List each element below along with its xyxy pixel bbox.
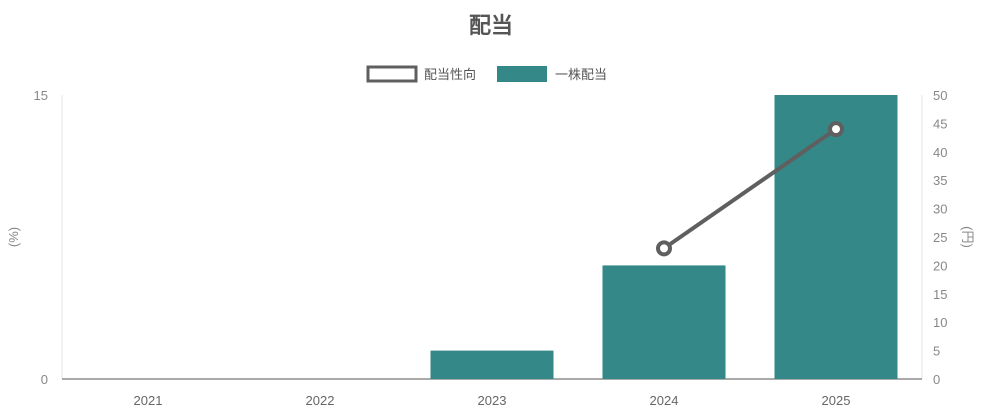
legend: 配当性向 一株配当	[366, 65, 607, 83]
y-right-tick-label: 50	[933, 88, 947, 103]
y-right-tick-label: 15	[933, 287, 947, 302]
x-tick-label: 2023	[478, 393, 507, 408]
legend-swatch-line	[366, 65, 418, 83]
y-right-tick-label: 45	[933, 116, 947, 131]
y-right-tick-label: 25	[933, 230, 947, 245]
y-right-tick-label: 40	[933, 145, 947, 160]
line-point-2024[interactable]	[656, 240, 672, 257]
bar-2025[interactable]	[774, 95, 898, 379]
legend-swatch-bar	[497, 66, 547, 82]
y-left-tick-label: 0	[41, 372, 48, 387]
y-left-tick-label: 15	[34, 88, 48, 103]
y-right-tick-label: 5	[933, 344, 940, 359]
y-right-tick-label: 20	[933, 258, 947, 273]
y-right-tick-label: 0	[933, 372, 940, 387]
legend-item-dividend-per-share[interactable]: 一株配当	[497, 66, 607, 82]
y-right-tick-label: 35	[933, 173, 947, 188]
payout-ratio-line	[662, 127, 838, 251]
legend-label: 一株配当	[555, 67, 607, 82]
y-right-tick-label: 30	[933, 202, 947, 217]
x-tick-label: 2024	[650, 393, 679, 408]
chart-title: 配当	[469, 13, 513, 38]
y-right-axis-label: (円)	[960, 226, 975, 248]
x-tick-label: 2025	[822, 393, 851, 408]
bar-2024[interactable]	[602, 265, 726, 379]
y-right-tick-label: 10	[933, 315, 947, 330]
x-tick-label: 2021	[134, 393, 163, 408]
y-left-axis-label: (%)	[6, 227, 21, 247]
line-point-2025[interactable]	[828, 121, 844, 138]
legend-item-payout-ratio[interactable]: 配当性向	[366, 65, 476, 83]
bar-2023[interactable]	[430, 350, 554, 379]
x-tick-label: 2022	[306, 393, 335, 408]
legend-label: 配当性向	[424, 67, 476, 82]
